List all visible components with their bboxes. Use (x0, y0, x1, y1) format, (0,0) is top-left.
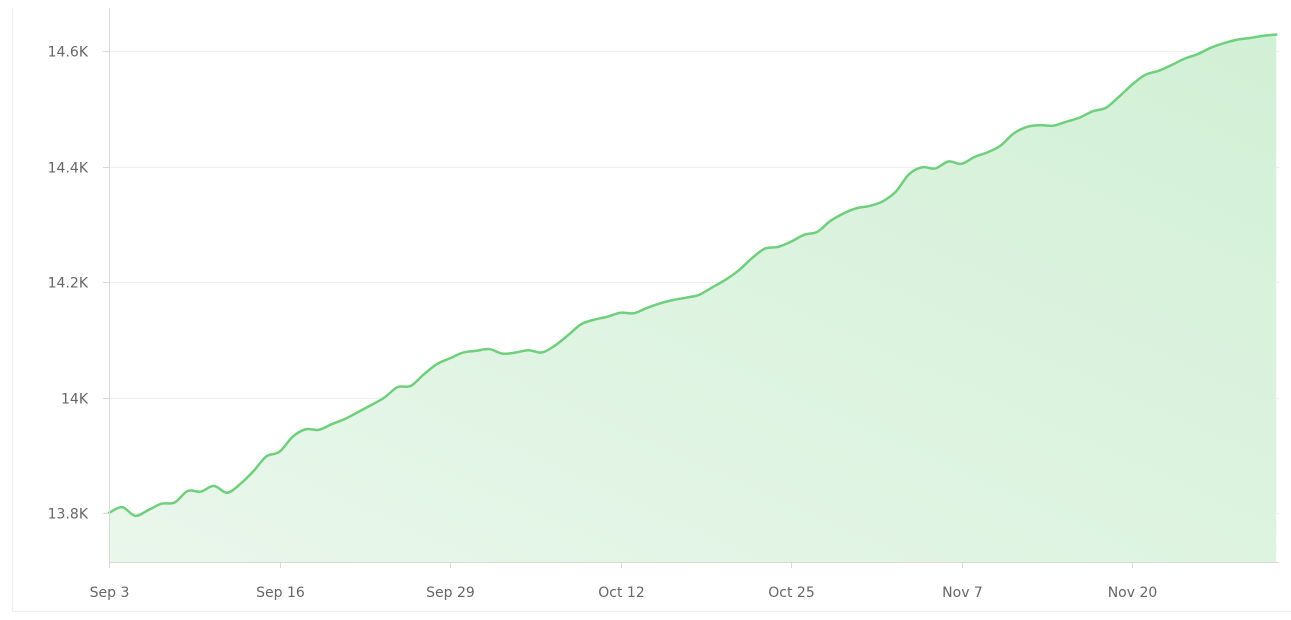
x-tick-label: Sep 3 (90, 585, 130, 601)
y-tick-label: 14.4K (48, 161, 89, 177)
x-tick-label: Sep 29 (426, 585, 475, 601)
series-line (107, 33, 1278, 518)
x-tick-label: Sep 16 (256, 585, 305, 601)
tick-labels: 13.8K 14K 14.2K 14.4K 14.6K Sep 3 Sep 16 Sep 29… (48, 45, 1158, 602)
area-fill (109, 34, 1277, 563)
x-tick-label: Oct 12 (598, 585, 644, 601)
y-tick-label: 13.8K (48, 507, 89, 523)
x-tick-label: Oct 25 (768, 585, 814, 601)
axes (103, 8, 1279, 568)
y-tick-label: 14K (61, 392, 89, 408)
area-layer (107, 33, 1278, 563)
chart-frame (12, 8, 1291, 612)
x-tick-label: Nov 7 (942, 585, 983, 601)
x-tick-label: Nov 20 (1108, 585, 1158, 601)
y-tick-label: 14.6K (48, 45, 89, 61)
y-tick-label: 14.2K (48, 276, 89, 292)
